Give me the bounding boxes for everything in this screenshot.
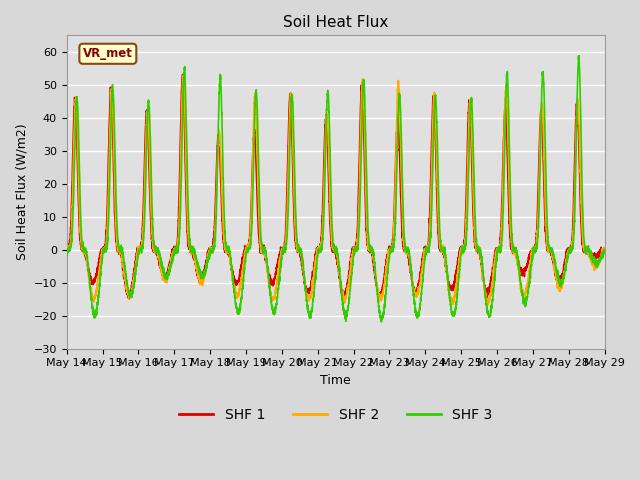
- SHF 1: [487, 278, 495, 284]
- Line: SHF 3: SHF 3: [67, 56, 604, 322]
- SHF 3: [159, 270, 167, 276]
- SHF 1: [600, 245, 608, 251]
- Text: VR_met: VR_met: [83, 47, 132, 60]
- X-axis label: Time: Time: [320, 374, 351, 387]
- Y-axis label: Soil Heat Flux (W/m2): Soil Heat Flux (W/m2): [15, 124, 28, 260]
- SHF 3: [456, 261, 464, 267]
- SHF 3: [63, 253, 70, 259]
- SHF 2: [600, 249, 608, 254]
- SHF 1: [63, 244, 70, 250]
- SHF 2: [63, 248, 70, 253]
- SHF 2: [316, 247, 323, 252]
- Legend: SHF 1, SHF 2, SHF 3: SHF 1, SHF 2, SHF 3: [173, 403, 498, 428]
- SHF 1: [159, 272, 167, 277]
- SHF 2: [484, 302, 492, 308]
- SHF 2: [426, 214, 434, 219]
- SHF 2: [179, 72, 187, 78]
- SHF 1: [427, 189, 435, 194]
- SHF 1: [316, 246, 323, 252]
- SHF 1: [340, 297, 348, 302]
- SHF 3: [486, 310, 494, 316]
- SHF 3: [575, 53, 582, 59]
- SHF 2: [487, 293, 495, 299]
- SHF 1: [179, 72, 186, 77]
- SHF 3: [378, 319, 385, 325]
- SHF 2: [159, 273, 167, 279]
- SHF 3: [316, 249, 323, 254]
- Line: SHF 2: SHF 2: [67, 75, 604, 305]
- Title: Soil Heat Flux: Soil Heat Flux: [283, 15, 388, 30]
- SHF 1: [600, 247, 608, 253]
- SHF 1: [456, 248, 464, 253]
- SHF 3: [426, 239, 434, 244]
- SHF 2: [456, 252, 464, 257]
- SHF 2: [600, 247, 608, 253]
- SHF 3: [600, 246, 608, 252]
- SHF 3: [600, 251, 608, 256]
- Line: SHF 1: SHF 1: [67, 74, 604, 300]
